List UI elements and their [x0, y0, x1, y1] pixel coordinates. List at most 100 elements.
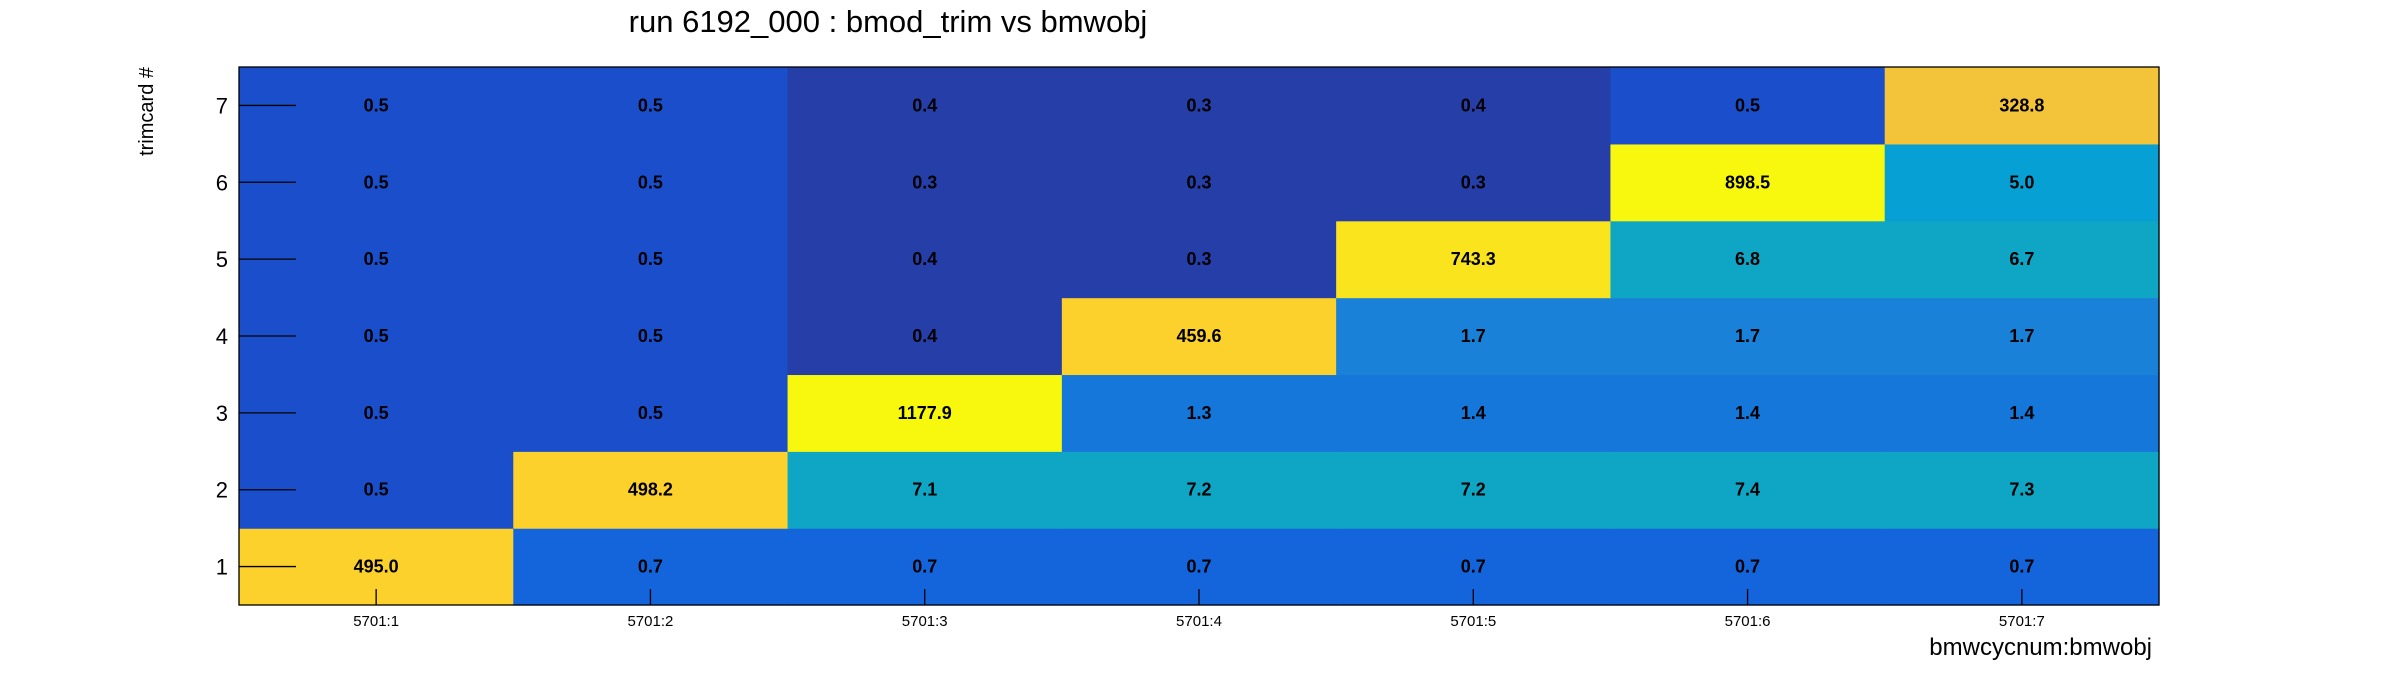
- heatmap-cell: [513, 451, 789, 529]
- cell-value-label: 898.5: [1725, 172, 1770, 192]
- y-tick-label: 3: [216, 401, 228, 426]
- cell-value-label: 328.8: [1999, 95, 2044, 115]
- x-tick-label: 5701:3: [902, 613, 948, 630]
- heatmap-cell: [1610, 143, 1886, 222]
- heatmap-cell: [513, 374, 789, 452]
- heatmap-cell: [787, 451, 1063, 529]
- heatmap-cell: [513, 297, 789, 376]
- x-axis-title: bmwcycnum:bmwobj: [1929, 634, 2152, 661]
- cell-value-label: 0.3: [1186, 249, 1211, 269]
- cell-value-label: 7.2: [1186, 480, 1211, 500]
- cell-value-label: 1.4: [2009, 403, 2034, 423]
- heatmap-cell: [1884, 451, 2160, 529]
- heatmap-cell: [1610, 451, 1886, 529]
- cell-value-label: 0.5: [364, 95, 389, 115]
- cell-value-label: 0.5: [638, 95, 663, 115]
- heatmap-cell: [1336, 451, 1612, 529]
- x-tick-label: 5701:2: [627, 613, 673, 630]
- cell-value-label: 0.5: [638, 326, 663, 346]
- heatmap-cell: [1061, 220, 1337, 299]
- cell-value-label: 0.5: [638, 403, 663, 423]
- cell-value-label: 0.4: [912, 249, 937, 269]
- cell-value-label: 0.5: [364, 403, 389, 423]
- cell-value-label: 1.3: [1186, 403, 1211, 423]
- heatmap-cell: [787, 220, 1063, 299]
- cell-value-label: 0.7: [1461, 557, 1486, 577]
- heatmap-cell: [1610, 67, 1886, 145]
- cell-value-label: 0.7: [1735, 557, 1760, 577]
- heatmap-cell: [787, 143, 1063, 222]
- heatmap-cell: [1336, 374, 1612, 452]
- heatmap-cell: [1061, 67, 1337, 145]
- heatmap-cell: [1610, 297, 1886, 376]
- heatmap-cell: [1884, 297, 2160, 376]
- heatmap-cell: [513, 220, 789, 299]
- cell-value-label: 0.7: [638, 557, 663, 577]
- cell-value-label: 0.5: [364, 326, 389, 346]
- cell-value-label: 7.4: [1735, 480, 1760, 500]
- cell-value-label: 7.1: [912, 480, 937, 500]
- cell-value-label: 0.7: [1186, 557, 1211, 577]
- cell-value-label: 0.3: [912, 172, 937, 192]
- x-tick-label: 5701:5: [1450, 613, 1496, 630]
- cell-value-label: 0.4: [1461, 95, 1486, 115]
- heatmap-cell: [1884, 67, 2160, 145]
- cell-value-label: 0.3: [1186, 172, 1211, 192]
- heatmap-cell: [1061, 374, 1337, 452]
- x-tick-label: 5701:6: [1725, 613, 1771, 630]
- y-tick-label: 2: [216, 478, 228, 503]
- cell-value-label: 1.7: [2009, 326, 2034, 346]
- cell-value-label: 0.5: [364, 249, 389, 269]
- cell-value-label: 0.3: [1461, 172, 1486, 192]
- heatmap-cell: [1336, 297, 1612, 376]
- heatmap-cell: [787, 374, 1063, 452]
- cell-value-label: 1.4: [1735, 403, 1760, 423]
- heatmap-cell: [513, 67, 789, 145]
- cell-value-label: 1.4: [1461, 403, 1486, 423]
- x-tick-label: 5701:7: [1999, 613, 2045, 630]
- cell-value-label: 6.7: [2009, 249, 2034, 269]
- cell-value-label: 0.5: [638, 249, 663, 269]
- cell-value-label: 0.4: [912, 95, 937, 115]
- cell-value-label: 0.5: [364, 480, 389, 500]
- y-tick-label: 7: [216, 93, 228, 118]
- cell-value-label: 7.2: [1461, 480, 1486, 500]
- cell-value-label: 5.0: [2009, 172, 2034, 192]
- cell-value-label: 1.7: [1735, 326, 1760, 346]
- cell-value-label: 1.7: [1461, 326, 1486, 346]
- cell-value-label: 6.8: [1735, 249, 1760, 269]
- heatmap-cell: [1061, 297, 1337, 376]
- cell-value-label: 459.6: [1176, 326, 1221, 346]
- y-tick-label: 4: [216, 324, 228, 349]
- cell-value-label: 0.5: [364, 172, 389, 192]
- x-tick-label: 5701:4: [1176, 613, 1222, 630]
- x-tick-label: 5701:1: [353, 613, 399, 630]
- heatmap-cell: [1610, 220, 1886, 299]
- heatmap-cell: [1061, 451, 1337, 529]
- cell-value-label: 498.2: [628, 480, 673, 500]
- heatmap-cell: [787, 297, 1063, 376]
- cell-value-label: 1177.9: [898, 403, 952, 423]
- heatmap-cell: [787, 67, 1063, 145]
- cell-value-label: 0.7: [2009, 557, 2034, 577]
- cell-value-label: 495.0: [354, 557, 399, 577]
- plot-frame: [238, 66, 2160, 606]
- cell-value-label: 0.5: [638, 172, 663, 192]
- heatmap-cell: [1884, 220, 2160, 299]
- heatmap-cell: [1884, 374, 2160, 452]
- cell-value-label: 743.3: [1451, 249, 1496, 269]
- y-tick-label: 5: [216, 247, 228, 272]
- heatmap-cell: [1061, 143, 1337, 222]
- cell-value-label: 0.5: [1735, 95, 1760, 115]
- axis-ticks: 1 2 3 4 5 6 7 5701:1 5701:2 5701:3 5701:4 5701:5 570…: [216, 93, 2045, 630]
- cell-value-label: 0.4: [912, 326, 937, 346]
- heatmap-cell: [513, 143, 789, 222]
- cell-value-label: 0.3: [1186, 95, 1211, 115]
- cell-value-label: 7.3: [2009, 480, 2034, 500]
- heatmap-cell: [1610, 374, 1886, 452]
- chart-title: run 6192_000 : bmod_trim vs bmwobj: [629, 4, 1148, 39]
- cell-value-labels: 495.0 0.7 0.7 0.7 0.7 0.7 0.7 0.5 498.2 7.1 7.2 7.2…: [354, 95, 2045, 576]
- heatmap-cell: [1336, 143, 1612, 222]
